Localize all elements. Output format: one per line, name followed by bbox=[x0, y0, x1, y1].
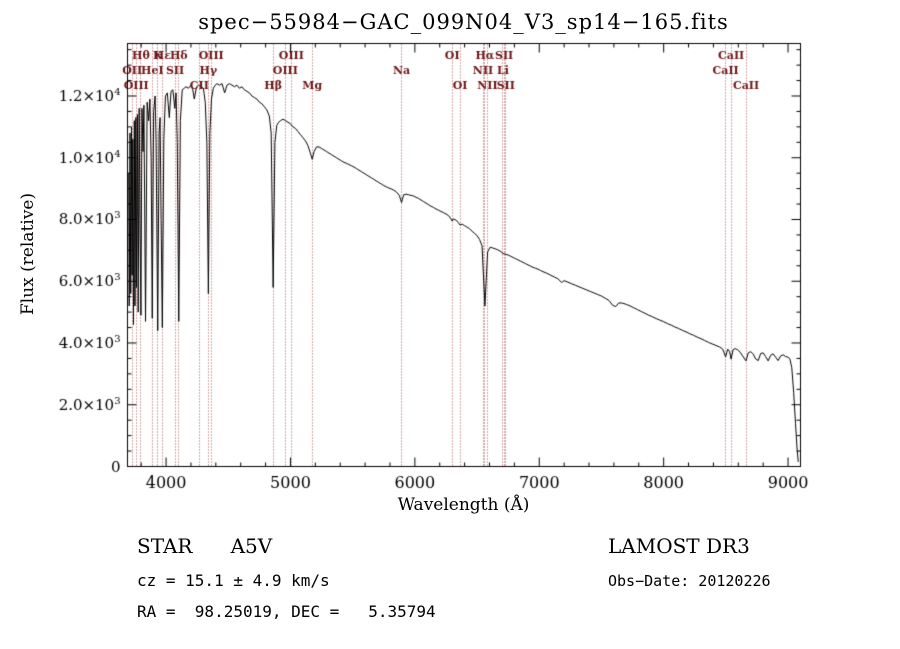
plot-title: spec−55984−GAC_099N04_V3_sp14−165.fits bbox=[198, 10, 729, 34]
spectrum-chart-canvas bbox=[0, 0, 900, 500]
x-axis-label: Wavelength (Å) bbox=[397, 495, 530, 515]
survey-label: LAMOST DR3 bbox=[608, 534, 750, 558]
obs-date-label: Obs−Date: 20120226 bbox=[608, 572, 771, 590]
redshift-velocity-label: cz = 15.1 ± 4.9 km/s bbox=[137, 571, 330, 590]
y-axis-label: Flux (relative) bbox=[18, 192, 38, 316]
object-class-label: STAR A5V bbox=[137, 534, 273, 558]
coordinates-label: RA = 98.25019, DEC = 5.35794 bbox=[137, 602, 436, 621]
